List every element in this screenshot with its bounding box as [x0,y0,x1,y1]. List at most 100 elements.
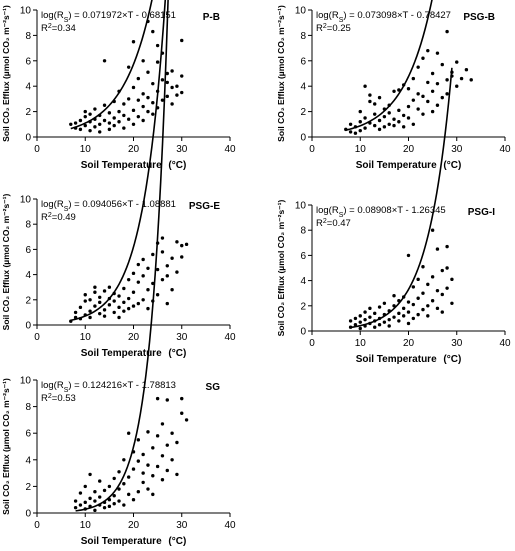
y-axis-title-text: Soil CO₂ Efflux (µmol CO₂ m⁻²s⁻¹) [1,194,11,331]
data-point [102,289,107,293]
data-point [170,102,174,106]
data-point [416,107,420,111]
y-tick-label: 2 [25,482,31,493]
chart-panel-4: 0 2 4 6 8 10 0 10 20 30 40 Soil Temperature (°C) Soi… [275,67,513,369]
data-point [83,299,87,303]
data-point [368,315,372,319]
data-point [387,111,391,115]
data-point [117,305,121,310]
data-point [392,117,396,121]
data-point [98,479,102,483]
data-point [112,116,116,120]
data-point [377,118,382,123]
data-point [348,319,353,323]
equation-subscript: S [339,212,344,219]
data-point [430,89,435,93]
y-tick-label: 8 [25,31,31,42]
data-point [141,257,145,262]
data-point [122,102,126,106]
data-point [358,314,362,318]
data-point [83,484,87,489]
data-point [141,452,145,457]
data-point [363,310,367,314]
x-tick-label: 20 [403,338,415,349]
data-point [146,487,150,491]
data-point [146,19,150,24]
data-point [88,504,92,509]
data-point [98,311,102,316]
data-point [122,309,126,313]
x-axis-title-text: Soil Temperature [356,354,437,365]
x-axis-unit: (°C) [441,354,462,365]
data-point [397,311,401,316]
chart-panel-5: 0 2 4 6 8 10 0 10 20 30 40 Soil Temperature (°C) Soi… [0,0,238,551]
data-point [131,467,136,471]
x-tick-label: 40 [224,332,236,343]
data-point [131,271,136,276]
data-point [368,99,372,104]
data-point [73,505,78,510]
r2-prefix: R [41,212,48,223]
data-point [440,292,444,297]
x-tick-label: 30 [176,144,188,155]
data-point [141,92,145,96]
data-point [440,310,444,314]
data-point [112,494,116,498]
data-point [98,113,102,118]
y-tick-label: 8 [300,226,306,237]
data-point [450,277,454,282]
data-point [117,487,121,491]
data-point [382,312,387,317]
data-point [155,293,160,297]
equation-prefix: log(R [41,10,64,21]
data-point [107,303,112,307]
equation-suffix: ) = 0.094056×T - 1.08881 [68,199,176,210]
data-point [165,264,169,268]
data-point [368,321,372,326]
data-point [430,275,435,279]
data-point [126,296,131,301]
y-axis-title: Soil CO₂ Efflux (µmol CO₂ m⁻²s⁻¹) [1,378,11,515]
y-tick-label: 0 [300,133,306,144]
data-point [107,484,112,489]
y-axis-title: Soil CO₂ Efflux (µmol CO₂ m⁻²s⁻¹) [1,194,11,331]
data-point [170,431,174,435]
data-point [73,499,78,503]
data-point [93,490,97,494]
r2-prefix: R [316,23,323,34]
data-point [136,438,141,442]
data-point [421,307,425,312]
data-point [102,308,107,312]
data-point [180,74,184,78]
data-point [401,83,406,87]
x-tick-label: 0 [309,338,315,349]
data-point [107,498,112,502]
data-point [102,314,107,318]
x-axis-title-text: Soil Temperature [81,348,162,359]
data-point [122,286,126,291]
data-point [131,290,136,294]
data-point [363,126,367,130]
r2-value: =0.47 [327,218,351,229]
data-point [73,310,78,315]
data-point [382,320,387,324]
data-point [430,71,435,76]
y-tick-label: 6 [25,245,31,256]
data-point [151,101,155,105]
regression-equation: log(RS) = 0.08908×T - 1.26345 [316,205,446,219]
data-point [151,492,155,497]
y-tick-label: 4 [25,270,31,281]
data-point [83,313,87,317]
data-point [406,310,411,314]
data-point [126,306,131,311]
data-point [93,107,97,111]
data-point [155,434,160,438]
data-point [131,122,136,127]
data-point [160,78,165,82]
r2-superscript: 2 [48,212,52,219]
data-point [421,56,425,60]
x-axis-unit: (°C) [441,160,462,171]
data-point [450,301,454,305]
data-point [83,500,87,505]
data-point [170,288,174,292]
